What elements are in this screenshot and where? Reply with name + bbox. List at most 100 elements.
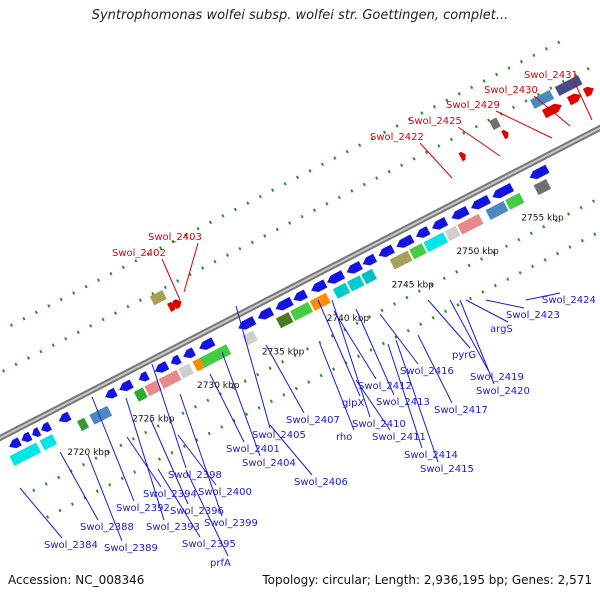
tick-mark bbox=[580, 238, 584, 243]
tick-mark bbox=[294, 386, 298, 391]
gene-label-forward: Swol_2422 bbox=[370, 132, 424, 143]
gene-box bbox=[158, 369, 182, 389]
leader-line bbox=[317, 299, 361, 397]
tick-mark bbox=[557, 40, 561, 45]
tick-mark bbox=[220, 425, 224, 429]
gene-box bbox=[290, 301, 313, 321]
gene-box bbox=[423, 232, 449, 253]
tick-mark bbox=[170, 450, 174, 455]
leader-line bbox=[87, 454, 123, 542]
leader-line bbox=[235, 305, 271, 429]
gene-box bbox=[89, 405, 113, 425]
tick-mark bbox=[456, 303, 460, 307]
leader-line bbox=[185, 469, 229, 557]
leader-line bbox=[149, 417, 189, 505]
tick-mark bbox=[295, 175, 300, 180]
leader-line bbox=[333, 310, 377, 380]
gene-box-forward bbox=[554, 75, 583, 97]
leader-line bbox=[126, 436, 162, 488]
gene-box bbox=[533, 178, 552, 196]
gene-label-reverse: Swol_2384 bbox=[44, 540, 98, 551]
tick-mark bbox=[196, 226, 200, 231]
gene-arrow-reverse bbox=[327, 270, 346, 284]
gene-label-forward: Swol_2429 bbox=[446, 100, 500, 111]
scale-label: 2730 kbp bbox=[197, 381, 240, 391]
tick-mark bbox=[157, 457, 162, 461]
tick-mark bbox=[207, 431, 211, 436]
tick-mark bbox=[380, 308, 384, 313]
tick-mark bbox=[381, 341, 385, 346]
tick-mark bbox=[568, 245, 572, 249]
leader-line bbox=[161, 258, 181, 301]
tick-mark bbox=[58, 508, 62, 513]
gene-arrow-reverse bbox=[58, 411, 72, 423]
gene-arrow-reverse bbox=[119, 379, 134, 392]
leader-line bbox=[209, 373, 245, 443]
accession-text: Accession: NC_008346 bbox=[8, 573, 145, 587]
leader-line bbox=[125, 397, 165, 521]
tick-mark bbox=[482, 79, 486, 83]
tick-mark bbox=[555, 251, 560, 256]
tick-mark bbox=[511, 105, 516, 110]
map-title: Syntrophomonas wolfei subsp. wolfei str.… bbox=[91, 8, 509, 23]
gene-box bbox=[457, 213, 484, 235]
gene-features bbox=[9, 75, 594, 466]
tick-mark bbox=[457, 92, 461, 96]
tick-mark bbox=[437, 144, 441, 148]
tick-mark bbox=[493, 283, 497, 288]
scale-label: 2735 kbp bbox=[262, 347, 305, 357]
tick-mark bbox=[507, 66, 511, 70]
gene-arrow-reverse bbox=[32, 427, 42, 438]
tick-mark bbox=[368, 315, 372, 319]
tick-mark bbox=[387, 169, 391, 174]
leader-line bbox=[177, 434, 217, 486]
tick-mark bbox=[445, 98, 449, 103]
gene-arrow-reverse bbox=[415, 226, 431, 238]
tick-mark bbox=[318, 340, 322, 345]
tick-mark bbox=[34, 310, 38, 315]
tick-mark bbox=[280, 360, 285, 364]
tick-mark bbox=[333, 156, 337, 160]
gene-arrow-reverse bbox=[238, 316, 257, 330]
gene-box bbox=[505, 192, 525, 210]
topology-summary: Topology: circular; Length: 2,936,195 bp… bbox=[262, 573, 592, 587]
gene-box bbox=[199, 344, 232, 368]
tick-mark bbox=[195, 438, 199, 442]
leader-line bbox=[183, 242, 199, 293]
gene-label-reverse: Swol_2400 bbox=[198, 487, 252, 498]
tick-mark bbox=[283, 181, 287, 186]
gene-arrow-reverse bbox=[170, 354, 182, 365]
tick-mark bbox=[156, 424, 160, 428]
tick-mark bbox=[375, 176, 379, 180]
leader-line bbox=[449, 299, 489, 371]
tick-mark bbox=[400, 163, 404, 168]
tick-mark bbox=[121, 265, 125, 270]
tick-mark bbox=[244, 412, 249, 416]
leader-line bbox=[265, 344, 305, 414]
gene-box bbox=[309, 292, 331, 311]
gene-arrow-reverse bbox=[492, 183, 514, 199]
tick-mark bbox=[542, 225, 546, 229]
tick-mark bbox=[392, 302, 397, 306]
tick-mark bbox=[256, 372, 260, 377]
tick-mark bbox=[282, 393, 286, 397]
gene-arrow-forward bbox=[582, 86, 594, 98]
tick-mark bbox=[519, 59, 524, 64]
tick-mark bbox=[119, 443, 123, 448]
tick-mark bbox=[263, 234, 267, 238]
tick-mark bbox=[243, 379, 247, 383]
tick-mark bbox=[213, 259, 217, 264]
backbone-highlight bbox=[0, 126, 600, 440]
tick-mark bbox=[76, 330, 80, 335]
tick-mark bbox=[307, 380, 311, 384]
leader-line bbox=[465, 299, 509, 323]
leader-line bbox=[355, 308, 395, 396]
gene-box bbox=[76, 417, 90, 432]
tick-mark bbox=[370, 136, 374, 141]
tick-mark bbox=[59, 297, 63, 302]
tick-mark bbox=[146, 252, 150, 257]
gene-arrow-reverse bbox=[41, 421, 52, 433]
gene-label-reverse: rho bbox=[336, 432, 352, 443]
gene-label-reverse: argS bbox=[490, 324, 513, 335]
tick-mark bbox=[504, 244, 509, 248]
